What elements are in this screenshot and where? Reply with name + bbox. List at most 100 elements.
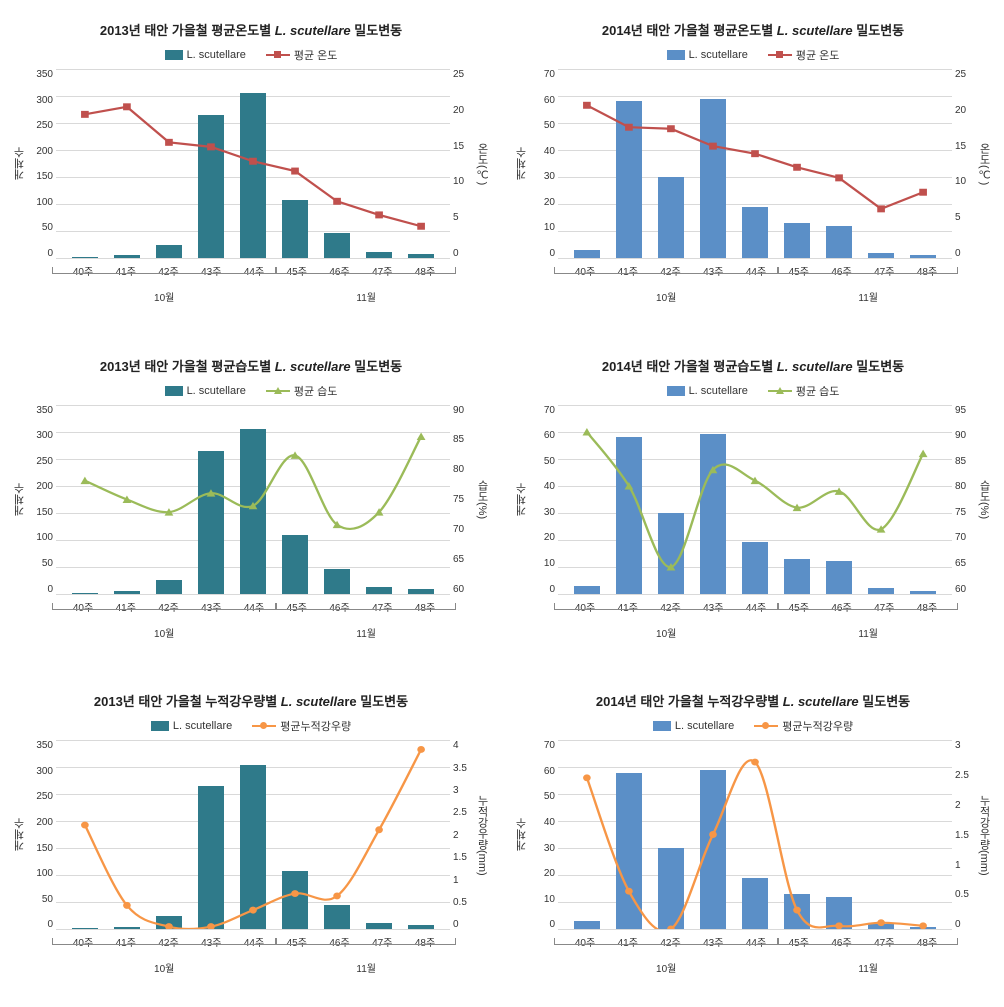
y-tick: 0.5 [955, 889, 971, 900]
grid-line [558, 258, 952, 259]
x-month-group: 11월 [276, 285, 456, 304]
chart-legend: L. scutellare평균 습도 [512, 383, 994, 399]
y-axis-right-ticks: 2520151050 [450, 69, 472, 259]
y-tick: 1.5 [955, 830, 971, 841]
legend-bar-label: L. scutellare [675, 720, 734, 732]
y-tick: 300 [33, 766, 53, 777]
line-series [56, 405, 450, 594]
legend-line-swatch [768, 54, 792, 56]
y-tick: 0.5 [453, 897, 469, 908]
y-tick: 25 [955, 69, 971, 80]
legend-item-line: 평균누적강우량 [252, 718, 351, 734]
y-tick: 200 [33, 817, 53, 828]
plot [558, 405, 952, 595]
y-tick: 80 [955, 481, 971, 492]
y-axis-left-ticks: 350300250200150100500 [30, 69, 56, 259]
legend-bar-swatch [165, 50, 183, 60]
y-tick: 5 [453, 212, 469, 223]
y-tick: 20 [955, 105, 971, 116]
y-axis-right-label: 누적강우량(mm) [974, 740, 994, 930]
grid-line [56, 594, 450, 595]
y-tick: 85 [453, 434, 469, 445]
y-tick: 10 [955, 176, 971, 187]
y-axis-right-label: 습도(%) [974, 405, 994, 595]
legend-line-swatch [252, 725, 276, 727]
y-tick: 0 [535, 919, 555, 930]
y-tick: 60 [535, 430, 555, 441]
y-tick: 100 [33, 868, 53, 879]
y-tick: 2.5 [453, 807, 469, 818]
y-tick: 75 [955, 507, 971, 518]
x-month-group: 11월 [778, 956, 958, 975]
y-tick: 150 [33, 171, 53, 182]
x-axis-months: 10월11월 [554, 620, 958, 640]
legend-item-bar: L. scutellare [653, 718, 734, 734]
legend-bar-label: L. scutellare [689, 49, 748, 61]
x-axis-months: 10월11월 [52, 955, 456, 975]
y-tick: 70 [535, 69, 555, 80]
y-tick: 50 [535, 456, 555, 467]
y-tick: 60 [535, 95, 555, 106]
legend-bar-label: L. scutellare [173, 720, 232, 732]
legend-line-label: 평균누적강우량 [782, 718, 853, 734]
legend-item-line: 평균 습도 [266, 383, 338, 399]
y-tick: 30 [535, 507, 555, 518]
chart-title: 2013년 태안 가을철 평균습도별 L. scutellare 밀도변동 [10, 356, 492, 375]
y-tick: 50 [535, 791, 555, 802]
y-axis-right-ticks: 32.521.510.50 [952, 740, 974, 930]
y-tick: 10 [535, 894, 555, 905]
y-tick: 70 [955, 532, 971, 543]
y-tick: 90 [453, 405, 469, 416]
x-axis-months: 10월11월 [52, 284, 456, 304]
y-tick: 3.5 [453, 763, 469, 774]
y-tick: 200 [33, 146, 53, 157]
legend-item-line: 평균 온도 [266, 47, 338, 63]
legend-bar-label: L. scutellare [187, 49, 246, 61]
legend-item-bar: L. scutellare [667, 47, 748, 63]
legend-bar-label: L. scutellare [689, 385, 748, 397]
legend-line-swatch [768, 390, 792, 392]
y-tick: 350 [33, 740, 53, 751]
y-tick: 250 [33, 120, 53, 131]
grid-line [558, 594, 952, 595]
legend-line-label: 평균 습도 [294, 383, 338, 399]
y-axis-right-label: 습도(%) [472, 405, 492, 595]
legend-item-bar: L. scutellare [667, 383, 748, 399]
y-tick: 10 [453, 176, 469, 187]
x-month-group: 10월 [52, 956, 276, 975]
y-tick: 350 [33, 69, 53, 80]
y-axis-right-label: 온도(℃) [974, 69, 994, 259]
plot [56, 69, 450, 259]
line-series [56, 69, 450, 258]
x-month-group: 10월 [52, 285, 276, 304]
legend-bar-swatch [151, 721, 169, 731]
y-axis-left-label: 개체수 [10, 405, 30, 595]
y-tick: 250 [33, 456, 53, 467]
legend-bar-swatch [653, 721, 671, 731]
plot [558, 69, 952, 259]
y-tick: 1 [453, 875, 469, 886]
y-tick: 100 [33, 532, 53, 543]
y-tick: 50 [535, 120, 555, 131]
legend-line-label: 평균 온도 [796, 47, 840, 63]
y-tick: 50 [33, 222, 53, 233]
y-tick: 20 [535, 532, 555, 543]
legend-item-line: 평균누적강우량 [754, 718, 853, 734]
y-tick: 15 [955, 141, 971, 152]
y-tick: 15 [453, 141, 469, 152]
x-axis-months: 10월11월 [554, 955, 958, 975]
y-axis-left-ticks: 706050403020100 [532, 740, 558, 930]
y-axis-right-ticks: 90858075706560 [450, 405, 472, 595]
chart-legend: L. scutellare 평균누적강우량 [512, 718, 994, 734]
legend-item-bar: L. scutellare [165, 47, 246, 63]
y-tick: 20 [453, 105, 469, 116]
y-tick: 0 [535, 248, 555, 259]
y-tick: 70 [453, 524, 469, 535]
y-tick: 2 [453, 830, 469, 841]
x-month-group: 10월 [554, 956, 778, 975]
plot-area: 개체수7060504030201009590858075706560습도(%) [512, 405, 994, 595]
y-tick: 2.5 [955, 770, 971, 781]
plot-area: 개체수35030025020015010050090858075706560습도… [10, 405, 492, 595]
legend-line-label: 평균 온도 [294, 47, 338, 63]
y-tick: 250 [33, 791, 53, 802]
